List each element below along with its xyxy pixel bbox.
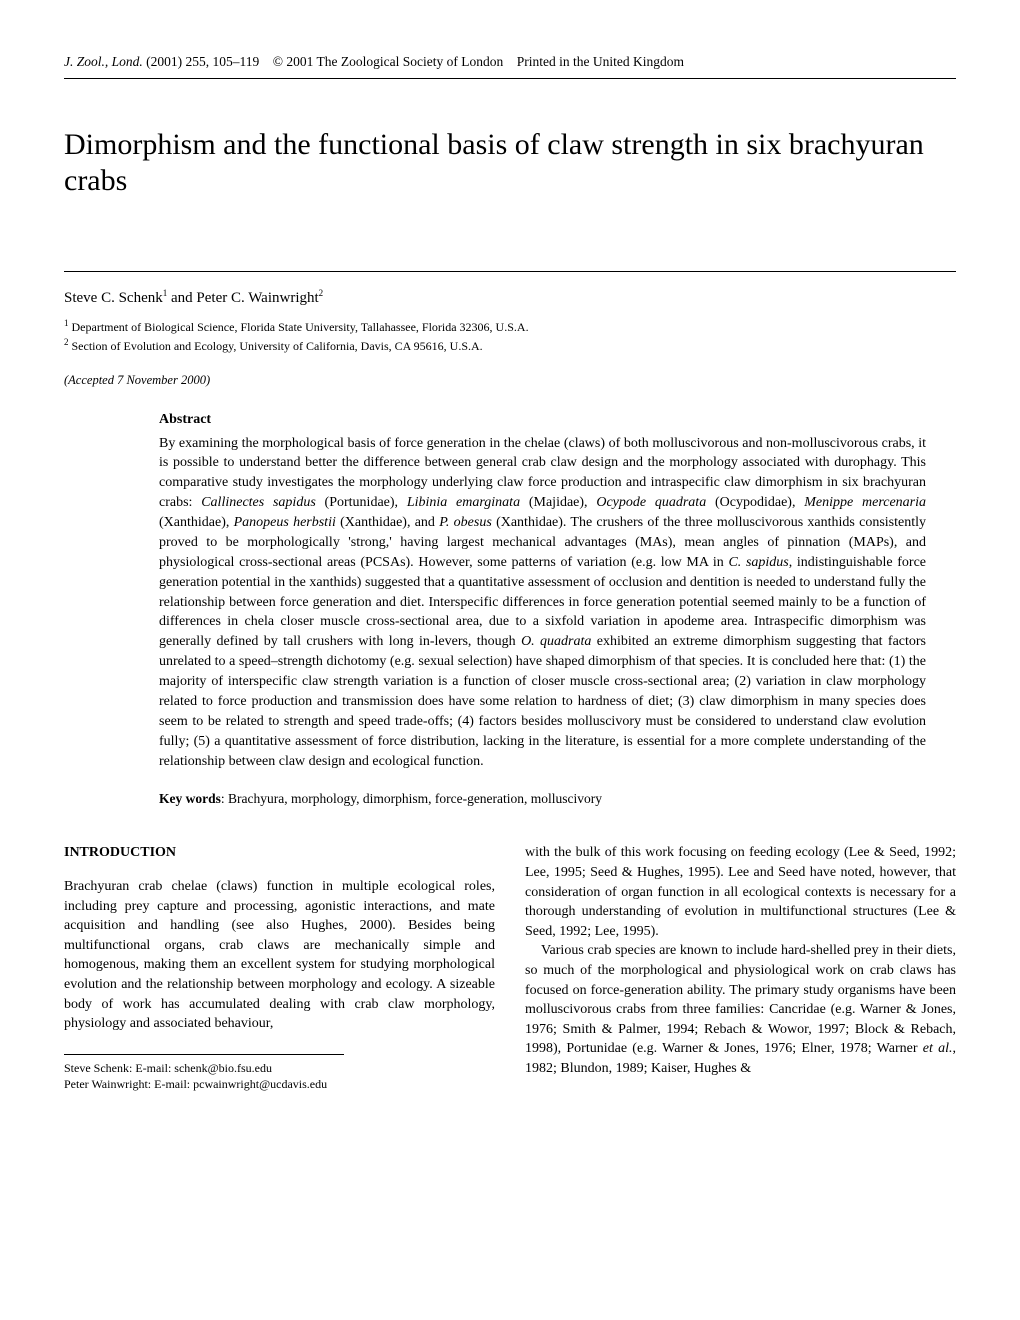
affiliation-2: 2 Section of Evolution and Ecology, Univ… (64, 336, 956, 355)
article-title: Dimorphism and the functional basis of c… (64, 127, 956, 199)
abstract-body: By examining the morphological basis of … (159, 434, 926, 772)
introduction-heading: INTRODUCTION (64, 843, 495, 863)
header-copyright (263, 54, 273, 69)
affiliation-1: 1 Department of Biological Science, Flor… (64, 317, 956, 336)
running-header: J. Zool., Lond. (2001) 255, 105–119 © 20… (64, 54, 956, 79)
intro-paragraph-1-cont: with the bulk of this work focusing on f… (525, 843, 956, 941)
keywords-label: Key words (159, 791, 221, 806)
author-block: Steve C. Schenk1 and Peter C. Wainwright… (64, 271, 956, 355)
journal-name: J. Zool., Lond. (64, 54, 143, 69)
body-columns: INTRODUCTION Brachyuran crab chelae (cla… (64, 843, 956, 1092)
intro-paragraph-1: Brachyuran crab chelae (claws) function … (64, 877, 495, 1034)
column-left: INTRODUCTION Brachyuran crab chelae (cla… (64, 843, 495, 1092)
abstract-heading: Abstract (159, 412, 926, 428)
keywords-text: : Brachyura, morphology, dimorphism, for… (221, 791, 602, 806)
correspondence-line-1: Steve Schenk: E-mail: schenk@bio.fsu.edu (64, 1060, 344, 1076)
keywords: Key words: Brachyura, morphology, dimorp… (159, 791, 926, 807)
header-printed (507, 54, 517, 69)
column-right: with the bulk of this work focusing on f… (525, 843, 956, 1092)
abstract-container: Abstract By examining the morphological … (64, 412, 956, 808)
accepted-date: (Accepted 7 November 2000) (64, 373, 956, 388)
correspondence-line-2: Peter Wainwright: E-mail: pcwainwright@u… (64, 1076, 344, 1092)
correspondence-footer: Steve Schenk: E-mail: schenk@bio.fsu.edu… (64, 1054, 344, 1092)
author-names: Steve C. Schenk1 and Peter C. Wainwright… (64, 288, 956, 307)
intro-paragraph-2: Various crab species are known to includ… (525, 941, 956, 1078)
